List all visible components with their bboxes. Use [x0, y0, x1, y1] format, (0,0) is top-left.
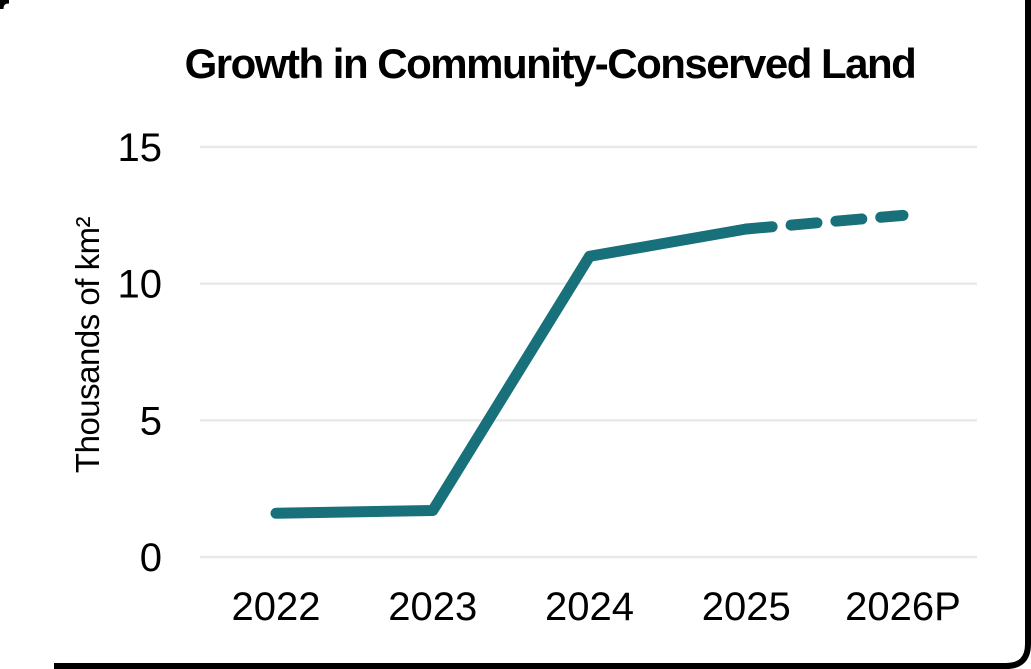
- card-border-topleft-corner: [0, 0, 10, 10]
- data-line-solid: [270, 223, 752, 519]
- data-line-dashed-projection: [740, 209, 909, 235]
- x-tick-label: 2024: [545, 585, 634, 629]
- x-tick-label: 2025: [702, 585, 791, 629]
- y-tick-label: 10: [118, 263, 163, 307]
- chart-title: Growth in Community-Conserved Land: [184, 40, 917, 87]
- x-tick-label: 2026P: [845, 585, 961, 629]
- x-tick-label: 2022: [232, 585, 321, 629]
- plot-area: 0 5 10 15 2022 2023 2024 2025 2026P: [118, 126, 977, 629]
- y-tick-label: 15: [118, 126, 163, 170]
- y-tick-label: 5: [140, 399, 162, 443]
- x-tick-label: 2023: [388, 585, 477, 629]
- y-tick-label: 0: [140, 536, 162, 580]
- card-border-right-bottom: [54, 0, 1031, 669]
